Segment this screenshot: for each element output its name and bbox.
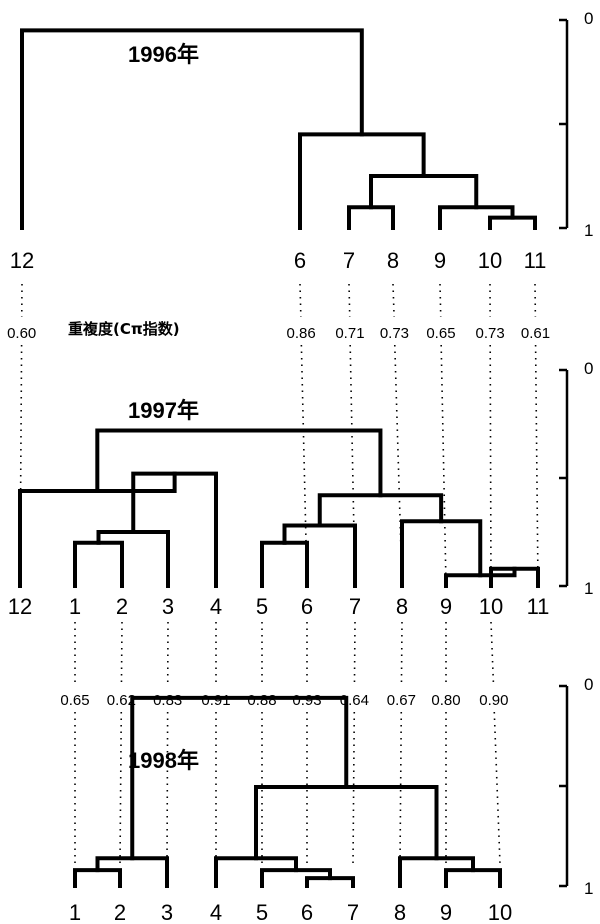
scale-label-bottom: 1: [584, 879, 593, 898]
overlap-value: 0.65: [426, 325, 455, 342]
overlap-value: 0.88: [247, 692, 276, 709]
leaf-label: 6: [301, 900, 313, 924]
overlap-value: 0.80: [431, 692, 460, 709]
dendrogram-branch: [130, 695, 349, 861]
overlap-value: 0.86: [287, 325, 316, 342]
leaf-label: 1: [69, 900, 81, 924]
dendrogram-1997年: [18, 428, 540, 588]
leaf-label: 6: [301, 594, 313, 619]
leaf-label: 7: [343, 248, 355, 273]
connector-line: [392, 283, 395, 318]
leaf-label: 9: [434, 248, 446, 273]
dendrogram-branch: [444, 868, 502, 888]
leaf-label: 12: [8, 594, 32, 619]
leaf-label: 5: [256, 900, 268, 924]
connector-line: [489, 344, 492, 585]
connector-line: [353, 621, 356, 685]
connector-line: [440, 344, 447, 585]
leaf-label: 6: [294, 248, 306, 273]
scale-label-top: 0: [584, 9, 593, 28]
overlap-value: 0.73: [476, 325, 505, 342]
leaf-label: 5: [256, 594, 268, 619]
overlap-value: 0.61: [521, 325, 550, 342]
leaf-label: 8: [396, 594, 408, 619]
leaf-label: 8: [394, 900, 406, 924]
overlap-value: 0.60: [7, 325, 36, 342]
leaf-label: 7: [347, 900, 359, 924]
connector-line: [19, 344, 23, 585]
leaf-label: 3: [161, 900, 173, 924]
dendrogram-branch: [282, 523, 357, 588]
connector-line: [166, 711, 169, 865]
connector-line: [490, 621, 495, 685]
leaf-label: 11: [524, 248, 547, 273]
cross-year-connectors: [19, 283, 539, 865]
year-title: 1997年: [128, 398, 199, 423]
scale-label-top: 0: [584, 675, 593, 694]
leaf-label: 10: [488, 900, 512, 924]
connector-line: [120, 621, 123, 685]
connector-line: [493, 711, 501, 865]
scale-label-bottom: 1: [584, 579, 593, 598]
dendrogram-branch: [260, 540, 309, 588]
leaf-label: 7: [349, 594, 361, 619]
leaf-label: 2: [116, 594, 128, 619]
dendrogram-branch: [73, 868, 122, 888]
overlap-value: 0.90: [479, 692, 508, 709]
leaf-label: 3: [162, 594, 174, 619]
overlap-value: 0.83: [153, 692, 182, 709]
overlap-value: 0.71: [335, 325, 364, 342]
scale-label-top: 0: [584, 359, 593, 378]
leaf-label: 10: [478, 248, 502, 273]
year-title: 1998年: [128, 748, 199, 773]
dendrogram-1996年: [20, 28, 537, 230]
similarity-scales: [559, 18, 569, 888]
connector-line: [349, 344, 356, 585]
connector-line: [348, 283, 351, 318]
year-title: 1996年: [128, 42, 199, 67]
leaf-label: 2: [114, 900, 126, 924]
leaf-label: 1: [69, 594, 81, 619]
connector-line: [393, 344, 403, 585]
dendrogram-branch: [369, 174, 479, 210]
overlap-value: 0.64: [340, 692, 369, 709]
leaf-label: 10: [479, 594, 503, 619]
overlap-index-caption: 重複度(Cπ指数): [68, 320, 180, 338]
dendrogram-1998年: [73, 695, 502, 888]
dendrogram-branch: [20, 28, 364, 230]
dendrogram-branch: [73, 540, 124, 588]
overlap-value: 0.91: [201, 692, 230, 709]
leaf-label: 9: [440, 594, 452, 619]
scale-label-bottom: 1: [584, 221, 593, 240]
leaf-label: 4: [210, 594, 222, 619]
leaf-label: 9: [440, 900, 452, 924]
leaf-label: 4: [210, 900, 222, 924]
leaf-label: 8: [387, 248, 399, 273]
dendrogram-branch: [96, 530, 170, 588]
overlap-value: 0.73: [380, 325, 409, 342]
overlap-value: 0.62: [107, 692, 136, 709]
overlap-value: 0.67: [387, 692, 416, 709]
connector-line: [300, 344, 308, 585]
connector-line: [439, 283, 442, 318]
leaf-label: 11: [527, 594, 550, 619]
dendrogram-branch: [298, 132, 426, 230]
overlap-value: 0.93: [292, 692, 321, 709]
overlap-value: 0.65: [60, 692, 89, 709]
connector-line: [400, 621, 403, 685]
dendrograms: [18, 28, 540, 888]
connector-line: [534, 344, 539, 585]
dendrogram-branch: [347, 205, 395, 230]
connector-line: [119, 711, 123, 865]
connector-line: [299, 283, 302, 318]
leaf-label: 12: [10, 248, 34, 273]
dendrogram-branch: [254, 785, 439, 861]
dendrogram-branch: [95, 428, 383, 498]
